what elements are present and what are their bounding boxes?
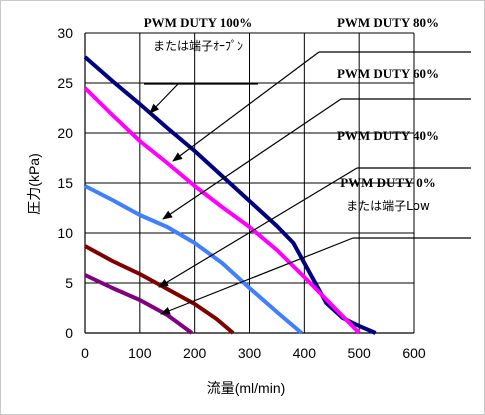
y-tick-label: 0: [65, 325, 73, 341]
annotation-label: PWM DUTY 0%: [340, 175, 436, 190]
annotation-arrow: [172, 51, 320, 162]
y-tick-label: 5: [65, 275, 73, 291]
annotation-arrow: [149, 83, 179, 114]
x-tick-label: 600: [402, 345, 426, 361]
annotation-arrow: [160, 237, 354, 315]
y-tick-label: 25: [57, 75, 73, 91]
y-tick-label: 30: [57, 25, 73, 41]
x-tick-label: 200: [183, 345, 207, 361]
series-group: [83, 55, 377, 335]
annotation-label: PWM DUTY 60%: [337, 66, 439, 81]
x-tick-label: 300: [238, 345, 262, 361]
x-tick-label: 500: [347, 345, 371, 361]
y-tick-label: 10: [57, 225, 73, 241]
series-line: [84, 273, 194, 335]
x-axis-label: 流量(ml/min): [207, 380, 286, 396]
annotations: PWM DUTY 100% または端子ｵｰﾌﾟﾝ PWM DUTY 80% PWM D…: [144, 15, 471, 315]
y-tick-label: 20: [57, 125, 73, 141]
series-line: [84, 244, 235, 335]
series-line: [83, 55, 377, 335]
tick-labels: 0 100 200 300 400 500 600 0 5 10 15 20 25 30: [57, 25, 425, 361]
annotation-sublabel: または端子Low: [346, 199, 430, 213]
grid: [84, 32, 415, 334]
series-line: [84, 184, 303, 335]
annotation-label: PWM DUTY 80%: [337, 15, 439, 30]
x-tick-label: 0: [81, 345, 89, 361]
annotation-label: PWM DUTY 40%: [337, 128, 439, 143]
annotation-arrow: [162, 98, 342, 220]
annotation-arrow: [158, 167, 358, 288]
x-tick-label: 400: [293, 345, 317, 361]
series-line: [83, 86, 361, 335]
y-axis-label: 圧力(kPa): [26, 153, 42, 214]
annotation-label: PWM DUTY 100%: [144, 15, 253, 30]
x-tick-label: 100: [128, 345, 152, 361]
y-tick-label: 15: [57, 175, 73, 191]
annotation-sublabel: または端子ｵｰﾌﾟﾝ: [153, 39, 243, 53]
